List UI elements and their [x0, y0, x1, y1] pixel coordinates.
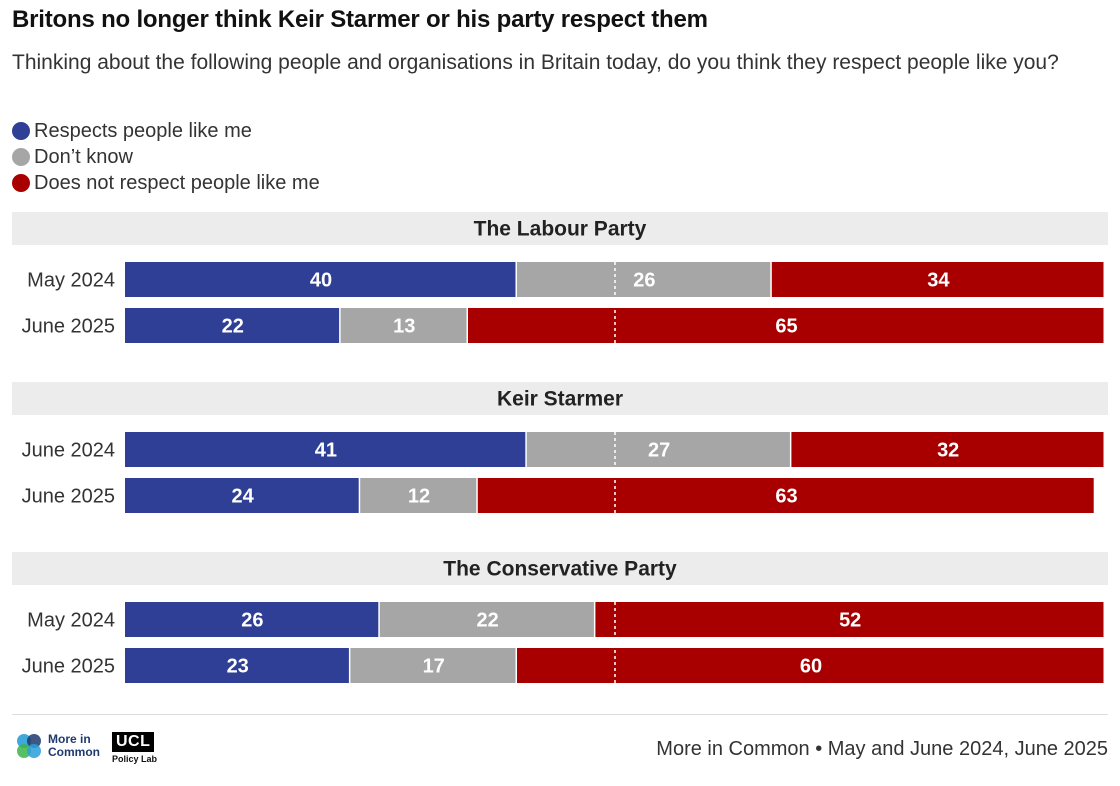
data-label: 13 [393, 316, 415, 338]
group-title: The Labour Party [474, 218, 647, 241]
bar-segment [526, 432, 790, 467]
group-header-band [12, 382, 1108, 415]
bar-segment [340, 308, 467, 343]
data-label: 27 [648, 440, 670, 462]
row-label: June 2025 [22, 316, 115, 338]
row-label: May 2024 [27, 270, 115, 292]
footer-divider [12, 714, 1108, 715]
bar-segment [125, 602, 379, 637]
group-title: Keir Starmer [497, 388, 623, 411]
bar-segment [360, 478, 477, 513]
stacked-bar-chart: The Labour Party May 2024 40 26 34 June 2025 2… [12, 212, 1108, 683]
bar-segment [125, 648, 349, 683]
row-label: May 2024 [27, 610, 115, 632]
more-in-common-logo-icon [17, 734, 41, 758]
bar-segment [771, 262, 1104, 297]
chart-title: Britons no longer think Keir Starmer or … [12, 6, 708, 33]
data-label: 26 [633, 270, 655, 292]
legend-item-respects: Respects people like me [12, 118, 320, 144]
bar-segment [477, 478, 1094, 513]
bar-segment [517, 648, 1104, 683]
ucl-logo-wordmark: UCL [112, 732, 155, 752]
chart-subtitle: Thinking about the following people and … [12, 51, 1059, 74]
legend-swatch-does-not-respect [12, 174, 30, 192]
bar-segment [125, 478, 359, 513]
more-in-common-logo-text: More in Common [48, 732, 100, 759]
legend-swatch-respects [12, 122, 30, 140]
legend-item-dont-know: Don’t know [12, 144, 320, 170]
bar-segment [595, 602, 1104, 637]
data-label: 12 [408, 486, 430, 508]
data-label: 34 [927, 270, 950, 292]
legend-label-does-not-respect: Does not respect people like me [34, 171, 320, 194]
group-header-band [12, 212, 1108, 245]
data-label: 40 [310, 270, 332, 292]
source-note: More in Common • May and June 2024, June… [656, 738, 1108, 760]
bar-segment [379, 602, 594, 637]
bar-segment [125, 308, 340, 343]
data-label: 32 [937, 440, 959, 462]
bar-segment [517, 262, 771, 297]
bar-segment [125, 432, 526, 467]
bar-segment [468, 308, 1104, 343]
legend-label-respects: Respects people like me [34, 119, 252, 142]
data-label: 63 [775, 486, 797, 508]
data-label: 41 [315, 440, 337, 462]
data-label: 24 [231, 486, 254, 508]
legend: Respects people like me Don’t know Does … [12, 118, 320, 196]
data-label: 60 [800, 656, 822, 678]
data-label: 52 [839, 610, 861, 632]
row-label: June 2025 [22, 656, 115, 678]
legend-label-dont-know: Don’t know [34, 145, 133, 168]
data-label: 26 [241, 610, 263, 632]
data-label: 17 [423, 656, 445, 678]
group-header-band [12, 552, 1108, 585]
legend-swatch-dont-know [12, 148, 30, 166]
bar-segment [791, 432, 1104, 467]
more-in-common-logo: More in Common [14, 731, 106, 761]
row-label: June 2024 [22, 440, 115, 462]
group-title: The Conservative Party [443, 558, 677, 581]
data-label: 23 [227, 656, 249, 678]
data-label: 22 [222, 316, 244, 338]
legend-item-does-not-respect: Does not respect people like me [12, 170, 320, 196]
ucl-policy-lab-logo: UCL Policy Lab [112, 732, 157, 764]
data-label: 65 [775, 316, 797, 338]
bar-segment [125, 262, 516, 297]
row-label: June 2025 [22, 486, 115, 508]
ucl-logo-subtext: Policy Lab [112, 754, 158, 764]
bar-segment [350, 648, 516, 683]
data-label: 22 [476, 610, 498, 632]
